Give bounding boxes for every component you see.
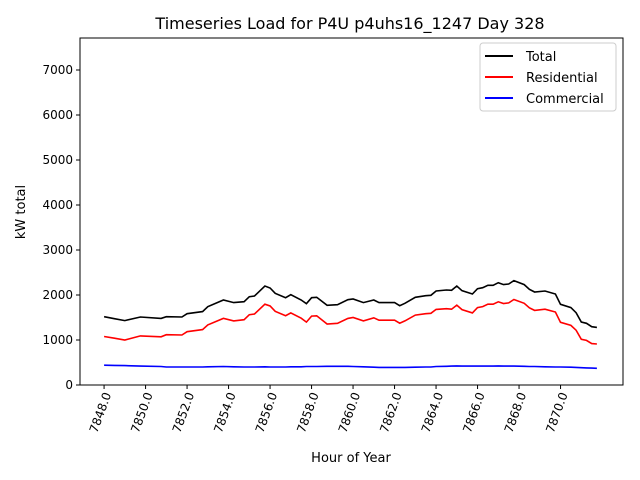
series-line-commercial	[104, 364, 597, 370]
x-tick-label: 7868.0	[502, 390, 530, 434]
series-line-total	[103, 279, 598, 329]
x-tick-label: 7866.0	[460, 390, 488, 434]
x-tick-label: 7854.0	[211, 390, 239, 434]
y-tick-label: 2000	[42, 288, 73, 302]
x-tick-label: 7864.0	[419, 390, 447, 434]
y-axis: 0 1000 2000 3000 4000 5000 6000 7000	[42, 63, 80, 392]
legend: Total Residential Commercial	[479, 42, 617, 112]
x-tick-label: 7852.0	[170, 390, 198, 434]
x-tick-label: 7862.0	[377, 390, 405, 434]
series-line-residential	[103, 298, 597, 345]
x-axis: 7848.0 7850.0 7852.0 7854.0 7856.0 7858.0 7860…	[87, 385, 571, 435]
y-tick-label: 7000	[42, 63, 73, 77]
y-axis-label: kW total	[14, 185, 29, 239]
x-tick-label: 7856.0	[253, 390, 281, 434]
legend-box	[479, 42, 617, 112]
chart-title: Timeseries Load for P4U p4uhs16_1247 Day…	[154, 14, 544, 34]
y-tick-label: 0	[65, 378, 73, 392]
y-tick-label: 4000	[42, 198, 73, 212]
x-tick-label: 7858.0	[294, 390, 322, 434]
legend-label-total: Total	[525, 50, 556, 65]
x-tick-label: 7850.0	[128, 390, 156, 434]
y-tick-label: 3000	[42, 243, 73, 257]
y-tick-label: 1000	[42, 333, 73, 347]
legend-label-commercial: Commercial	[526, 92, 604, 107]
y-tick-label: 6000	[42, 108, 73, 122]
axes-frame	[79, 37, 624, 386]
legend-label-residential: Residential	[526, 71, 598, 86]
x-axis-label: Hour of Year	[311, 451, 391, 466]
series-layer	[103, 279, 598, 370]
x-tick-label: 7848.0	[87, 390, 115, 434]
x-tick-label: 7870.0	[543, 390, 571, 434]
x-tick-label: 7860.0	[336, 390, 364, 434]
y-tick-label: 5000	[42, 153, 73, 167]
